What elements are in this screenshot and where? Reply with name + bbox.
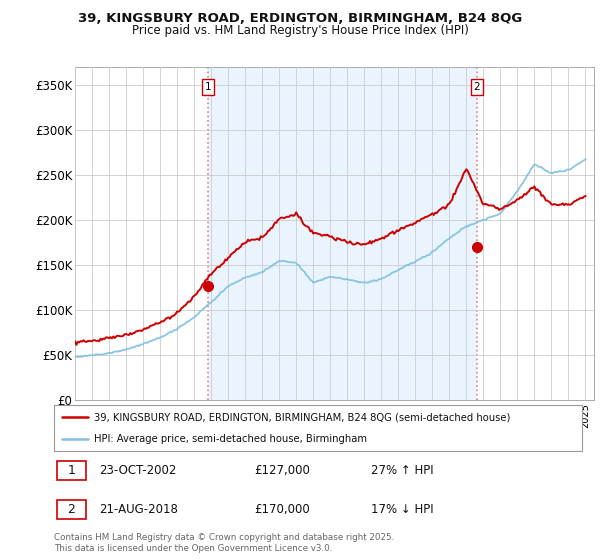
Text: 21-AUG-2018: 21-AUG-2018 [99,503,178,516]
Text: 17% ↓ HPI: 17% ↓ HPI [371,503,433,516]
Text: 1: 1 [67,464,75,477]
Text: 27% ↑ HPI: 27% ↑ HPI [371,464,433,477]
Text: 2: 2 [67,503,75,516]
Text: £127,000: £127,000 [254,464,311,477]
Text: £170,000: £170,000 [254,503,310,516]
Bar [208,67,476,400]
Text: 23-OCT-2002: 23-OCT-2002 [99,464,176,477]
Text: Contains HM Land Registry data © Crown copyright and database right 2025.
This d: Contains HM Land Registry data © Crown c… [54,533,394,553]
Text: 39, KINGSBURY ROAD, ERDINGTON, BIRMINGHAM, B24 8QG (semi-detached house): 39, KINGSBURY ROAD, ERDINGTON, BIRMINGHA… [94,412,510,422]
Text: Price paid vs. HM Land Registry's House Price Index (HPI): Price paid vs. HM Land Registry's House … [131,24,469,37]
Text: 2: 2 [473,82,480,92]
FancyBboxPatch shape [56,500,86,519]
FancyBboxPatch shape [56,461,86,480]
Text: HPI: Average price, semi-detached house, Birmingham: HPI: Average price, semi-detached house,… [94,435,367,444]
Text: 39, KINGSBURY ROAD, ERDINGTON, BIRMINGHAM, B24 8QG: 39, KINGSBURY ROAD, ERDINGTON, BIRMINGHA… [78,12,522,25]
Text: 1: 1 [205,82,211,92]
